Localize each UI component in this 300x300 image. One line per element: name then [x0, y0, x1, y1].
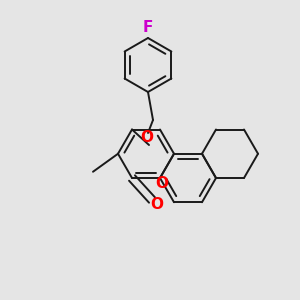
Text: F: F: [143, 20, 153, 35]
Text: O: O: [140, 130, 154, 146]
Text: O: O: [151, 197, 164, 212]
Text: O: O: [155, 176, 169, 191]
